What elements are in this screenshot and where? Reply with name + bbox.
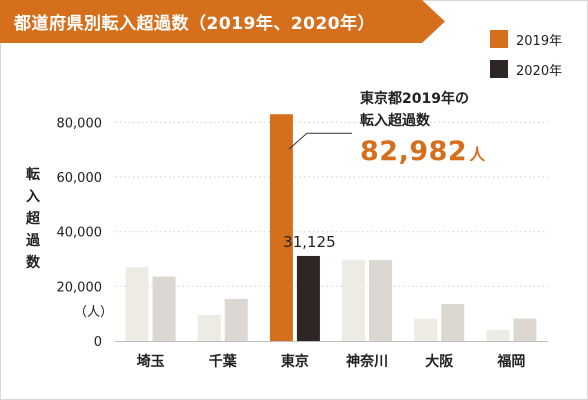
callout-line-1: 東京都2019年の — [360, 91, 469, 107]
callout-line-2: 転入超過数 — [360, 113, 430, 129]
legend-swatch-2019 — [490, 30, 508, 48]
legend-item-2019: 2019年 — [490, 27, 562, 51]
bar-2019 — [414, 318, 438, 341]
y-axis-label-char: 数 — [26, 255, 40, 271]
y-axis-label-char: 入 — [26, 189, 40, 205]
bar-2020 — [513, 318, 537, 341]
y-tick-label: 60,000 — [57, 171, 103, 186]
y-axis-label-char: 転 — [26, 167, 40, 183]
x-category-label: 東京 — [281, 353, 309, 370]
legend-label-2019: 2019年 — [516, 33, 563, 49]
bar-2020 — [296, 255, 320, 341]
callout-leader-line — [288, 132, 352, 150]
bar-2019 — [486, 330, 510, 341]
bar-2019 — [125, 267, 149, 341]
y-tick-label: 40,000 — [57, 226, 103, 241]
y-axis-unit: （人） — [74, 305, 114, 320]
bar-2019 — [269, 114, 293, 341]
bar-2020 — [224, 298, 248, 341]
y-tick-label: 80,000 — [57, 116, 103, 131]
tokyo-callout: 東京都2019年の 転入超過数 82,982 人 — [360, 88, 485, 167]
callout-value: 82,982 人 — [360, 136, 485, 167]
y-tick-label: 0 — [94, 335, 102, 350]
bar-2020 — [152, 276, 176, 341]
x-category-label: 大阪 — [425, 353, 454, 370]
chart-title: 都道府県別転入超過数（2019年、2020年） — [14, 14, 376, 34]
bar-2020 — [369, 260, 393, 341]
callout-unit: 人 — [469, 145, 486, 164]
legend-label-2020: 2020年 — [516, 63, 563, 79]
x-category-label: 埼玉 — [137, 353, 165, 370]
bar-2019 — [342, 260, 366, 341]
bar-2019 — [197, 315, 221, 341]
legend: 2019年 2020年 — [490, 27, 562, 87]
x-category-label: 福岡 — [496, 353, 525, 370]
x-category-label: 千葉 — [209, 353, 238, 370]
data-label: 31,125 — [283, 233, 336, 251]
legend-swatch-2020 — [490, 60, 508, 78]
x-category-label: 神奈川 — [346, 353, 388, 370]
bar-2020 — [441, 304, 465, 341]
y-tick-label: 20,000 — [57, 280, 103, 295]
y-axis-label-char: 過 — [26, 233, 40, 249]
title-banner-shape — [0, 0, 445, 43]
y-axis-label-char: 超 — [26, 211, 40, 227]
callout-number: 82,982 — [360, 136, 468, 167]
legend-item-2020: 2020年 — [490, 57, 562, 81]
y-axis-label: 転 入 超 過 数 — [22, 164, 44, 274]
title-banner: 都道府県別転入超過数（2019年、2020年） — [0, 0, 445, 43]
